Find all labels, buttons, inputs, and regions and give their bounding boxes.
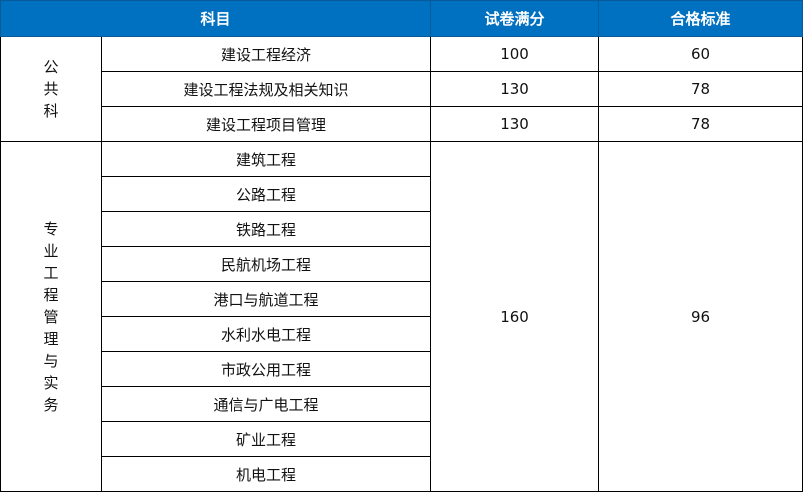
full-score-cell: 130	[430, 106, 600, 142]
subject-cell: 建设工程项目管理	[100, 106, 432, 142]
table-row: 矿业工程	[1, 421, 803, 457]
table-row: 专业工程管理与实务建筑工程 160 96	[0, 141, 803, 492]
group-char: 共	[43, 80, 59, 98]
table-row: 港口与航道工程	[1, 281, 803, 317]
table-row: 建设工程法规及相关知识 130 78	[1, 71, 803, 107]
full-score-cell: 160	[430, 141, 600, 492]
subject-cell: 市政公用工程	[100, 351, 432, 387]
subject-cell: 水利水电工程	[100, 316, 432, 352]
group-char: 务	[43, 395, 59, 414]
header-subject: 科目	[0, 0, 432, 37]
passing-cell: 96	[598, 141, 803, 492]
group-char: 理	[43, 329, 59, 348]
header-row: 科目 试卷满分 合格标准	[0, 0, 803, 37]
passing-cell: 60	[598, 36, 803, 72]
subject-cell: 港口与航道工程	[100, 281, 432, 317]
table-row: 市政公用工程	[1, 351, 803, 387]
table-row: 机电工程	[1, 456, 803, 492]
full-score-cell: 100	[430, 36, 600, 72]
group-char: 业	[43, 241, 59, 260]
group-professional: 专业工程管理与实务	[0, 141, 102, 492]
group-char: 专	[43, 219, 59, 238]
subject-cell: 矿业工程	[100, 421, 432, 457]
subject-cell: 建设工程法规及相关知识	[100, 71, 432, 107]
group-char: 科	[43, 102, 59, 120]
subject-cell: 民航机场工程	[100, 246, 432, 282]
table-row: 公共科建设工程经济 100 60	[0, 36, 803, 142]
subject-cell: 建设工程经济	[100, 36, 432, 72]
table-row: 水利水电工程	[1, 316, 803, 352]
full-score-cell: 130	[430, 71, 600, 107]
subject-cell: 铁路工程	[100, 211, 432, 247]
header-full-score: 试卷满分	[430, 0, 600, 37]
table-row: 公路工程	[1, 176, 803, 212]
subject-cell: 建筑工程	[100, 141, 432, 177]
group-char: 公	[43, 58, 59, 76]
header-passing: 合格标准	[598, 0, 803, 37]
passing-cell: 78	[598, 71, 803, 107]
table-row: 通信与广电工程	[1, 386, 803, 422]
group-char: 管	[43, 307, 59, 326]
table-row: 建设工程项目管理 130 78	[1, 106, 803, 142]
subject-cell: 机电工程	[100, 456, 432, 492]
subject-cell: 通信与广电工程	[100, 386, 432, 422]
table-row: 铁路工程	[1, 211, 803, 247]
passing-cell: 78	[598, 106, 803, 142]
group-char: 程	[43, 285, 59, 304]
group-public: 公共科	[0, 36, 102, 142]
group-char: 与	[43, 351, 59, 370]
subject-cell: 公路工程	[100, 176, 432, 212]
group-char: 工	[43, 263, 59, 282]
group-char: 实	[43, 373, 59, 392]
